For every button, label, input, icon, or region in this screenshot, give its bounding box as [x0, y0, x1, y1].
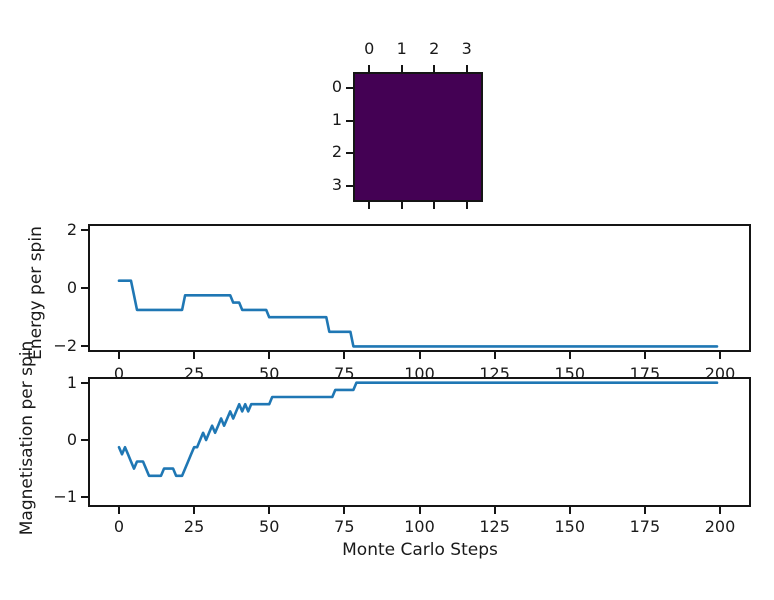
magnetisation-xtick-label: 125	[479, 517, 510, 536]
magnetisation-xtick-label: 0	[113, 517, 125, 536]
lattice-left-tick-mark	[346, 152, 353, 155]
magnetisation-xtick-mark	[117, 507, 120, 514]
energy-ytick-label: 2	[66, 219, 77, 239]
lattice-bottom-tick-mark	[433, 202, 436, 209]
energy-xtick-mark	[117, 352, 120, 359]
lattice-top-tick-mark	[433, 65, 436, 72]
magnetisation-xtick-mark	[643, 507, 646, 514]
energy-ytick-label: 0	[66, 278, 77, 297]
energy-axes	[88, 224, 751, 352]
energy-xtick-mark	[493, 352, 496, 359]
magnetisation-xtick-mark	[493, 507, 496, 514]
magnetisation-ytick-mark	[81, 496, 88, 499]
energy-xtick-label: 0	[113, 364, 125, 383]
lattice-xtick-label: 3	[461, 39, 472, 58]
magnetisation-ytick-label: 0	[66, 429, 77, 449]
magnetisation-xtick-label: 25	[183, 517, 205, 536]
magnetisation-xtick-label: 175	[629, 517, 661, 536]
lattice-ytick-label: 3	[331, 174, 342, 194]
magnetisation-ytick-label: −1	[53, 487, 77, 507]
lattice-xtick-label: 2	[429, 39, 440, 58]
magnetisation-xtick-label: 200	[704, 517, 736, 536]
energy-line	[117, 279, 719, 348]
magnetisation-ytick-mark	[81, 438, 88, 441]
lattice-xtick-label: 0	[364, 39, 375, 58]
lattice-heatmap	[353, 72, 483, 202]
magnetisation-xtick-label: 50	[259, 517, 280, 536]
magnetisation-xtick-label: 75	[334, 517, 355, 536]
magnetisation-ytick-mark	[81, 381, 88, 384]
energy-xtick-mark	[568, 352, 571, 359]
lattice-ytick-label: 0	[331, 77, 342, 97]
magnetisation-ylabel: Magnetisation per spin	[17, 340, 37, 536]
lattice-top-tick-mark	[368, 65, 371, 72]
energy-xtick-mark	[719, 352, 722, 359]
magnetisation-xtick-mark	[268, 507, 271, 514]
energy-plot-area	[117, 279, 719, 348]
energy-ytick-mark	[81, 287, 88, 289]
energy-xtick-mark	[643, 352, 646, 359]
energy-xtick-mark	[193, 352, 196, 359]
magnetisation-xtick-mark	[568, 507, 571, 514]
lattice-left-tick-mark	[346, 87, 353, 90]
lattice-ytick-label: 1	[331, 109, 342, 129]
magnetisation-ytick-label: 1	[66, 372, 77, 392]
magnetisation-plot-area	[117, 381, 719, 478]
magnetisation-xtick-mark	[343, 507, 346, 514]
magnetisation-line	[117, 381, 719, 478]
x-axis-label: Monte Carlo Steps	[342, 540, 498, 560]
magnetisation-xtick-mark	[418, 507, 421, 514]
lattice-left-tick-mark	[346, 119, 353, 122]
magnetisation-xtick-label: 150	[554, 517, 586, 536]
lattice-bottom-tick-mark	[465, 202, 468, 209]
energy-ytick-label: −2	[53, 336, 77, 356]
lattice-bottom-tick-mark	[368, 202, 371, 209]
lattice-xtick-label: 1	[396, 39, 407, 58]
lattice-bottom-tick-mark	[400, 202, 403, 209]
magnetisation-xtick-label: 100	[404, 517, 435, 536]
energy-xtick-mark	[343, 352, 346, 359]
lattice-left-tick-mark	[346, 184, 353, 187]
lattice-top-tick-mark	[400, 65, 403, 72]
lattice-ytick-label: 2	[331, 142, 342, 162]
lattice-top-tick-mark	[465, 65, 468, 72]
magnetisation-xtick-mark	[193, 507, 196, 514]
energy-ytick-mark	[81, 345, 88, 348]
energy-ytick-mark	[81, 228, 88, 231]
energy-xtick-mark	[418, 352, 421, 359]
magnetisation-xtick-mark	[719, 507, 722, 514]
energy-xtick-mark	[268, 352, 271, 359]
